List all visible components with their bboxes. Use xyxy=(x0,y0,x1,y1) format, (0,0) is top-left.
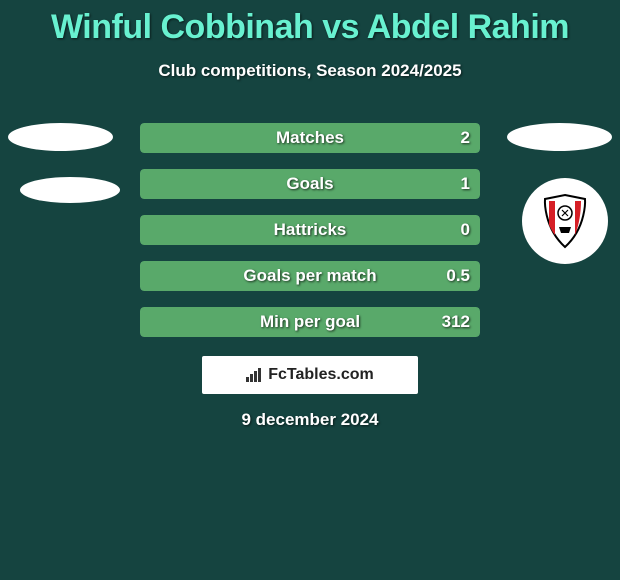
stat-right-value: 0.5 xyxy=(446,266,470,286)
stat-bar: Goals 1 xyxy=(140,169,480,199)
stat-right-value: 312 xyxy=(442,312,470,332)
stat-bar: Matches 2 xyxy=(140,123,480,153)
brand-badge[interactable]: FcTables.com xyxy=(202,356,418,394)
brand-chart-icon xyxy=(246,368,264,382)
shield-icon xyxy=(541,193,589,249)
club-right-logo xyxy=(522,178,608,264)
stat-bar: Min per goal 312 xyxy=(140,307,480,337)
stat-label: Min per goal xyxy=(260,312,360,332)
stat-right-value: 0 xyxy=(461,220,470,240)
stat-label: Hattricks xyxy=(274,220,347,240)
stat-label: Matches xyxy=(276,128,344,148)
stat-right-value: 1 xyxy=(461,174,470,194)
subtitle: Club competitions, Season 2024/2025 xyxy=(0,61,620,81)
player-left-avatar-placeholder xyxy=(8,123,113,151)
brand-text: FcTables.com xyxy=(268,366,374,384)
stat-label: Goals per match xyxy=(243,266,376,286)
date-text: 9 december 2024 xyxy=(0,410,620,430)
player-right-avatar-placeholder xyxy=(507,123,612,151)
club-left-logo-placeholder xyxy=(20,177,120,203)
page-title: Winful Cobbinah vs Abdel Rahim xyxy=(0,0,620,47)
stat-bar: Goals per match 0.5 xyxy=(140,261,480,291)
stats-bars: Matches 2 Goals 1 Hattricks 0 Goals per match 0… xyxy=(140,123,480,353)
stat-bar: Hattricks 0 xyxy=(140,215,480,245)
stat-right-value: 2 xyxy=(461,128,470,148)
stat-label: Goals xyxy=(286,174,333,194)
